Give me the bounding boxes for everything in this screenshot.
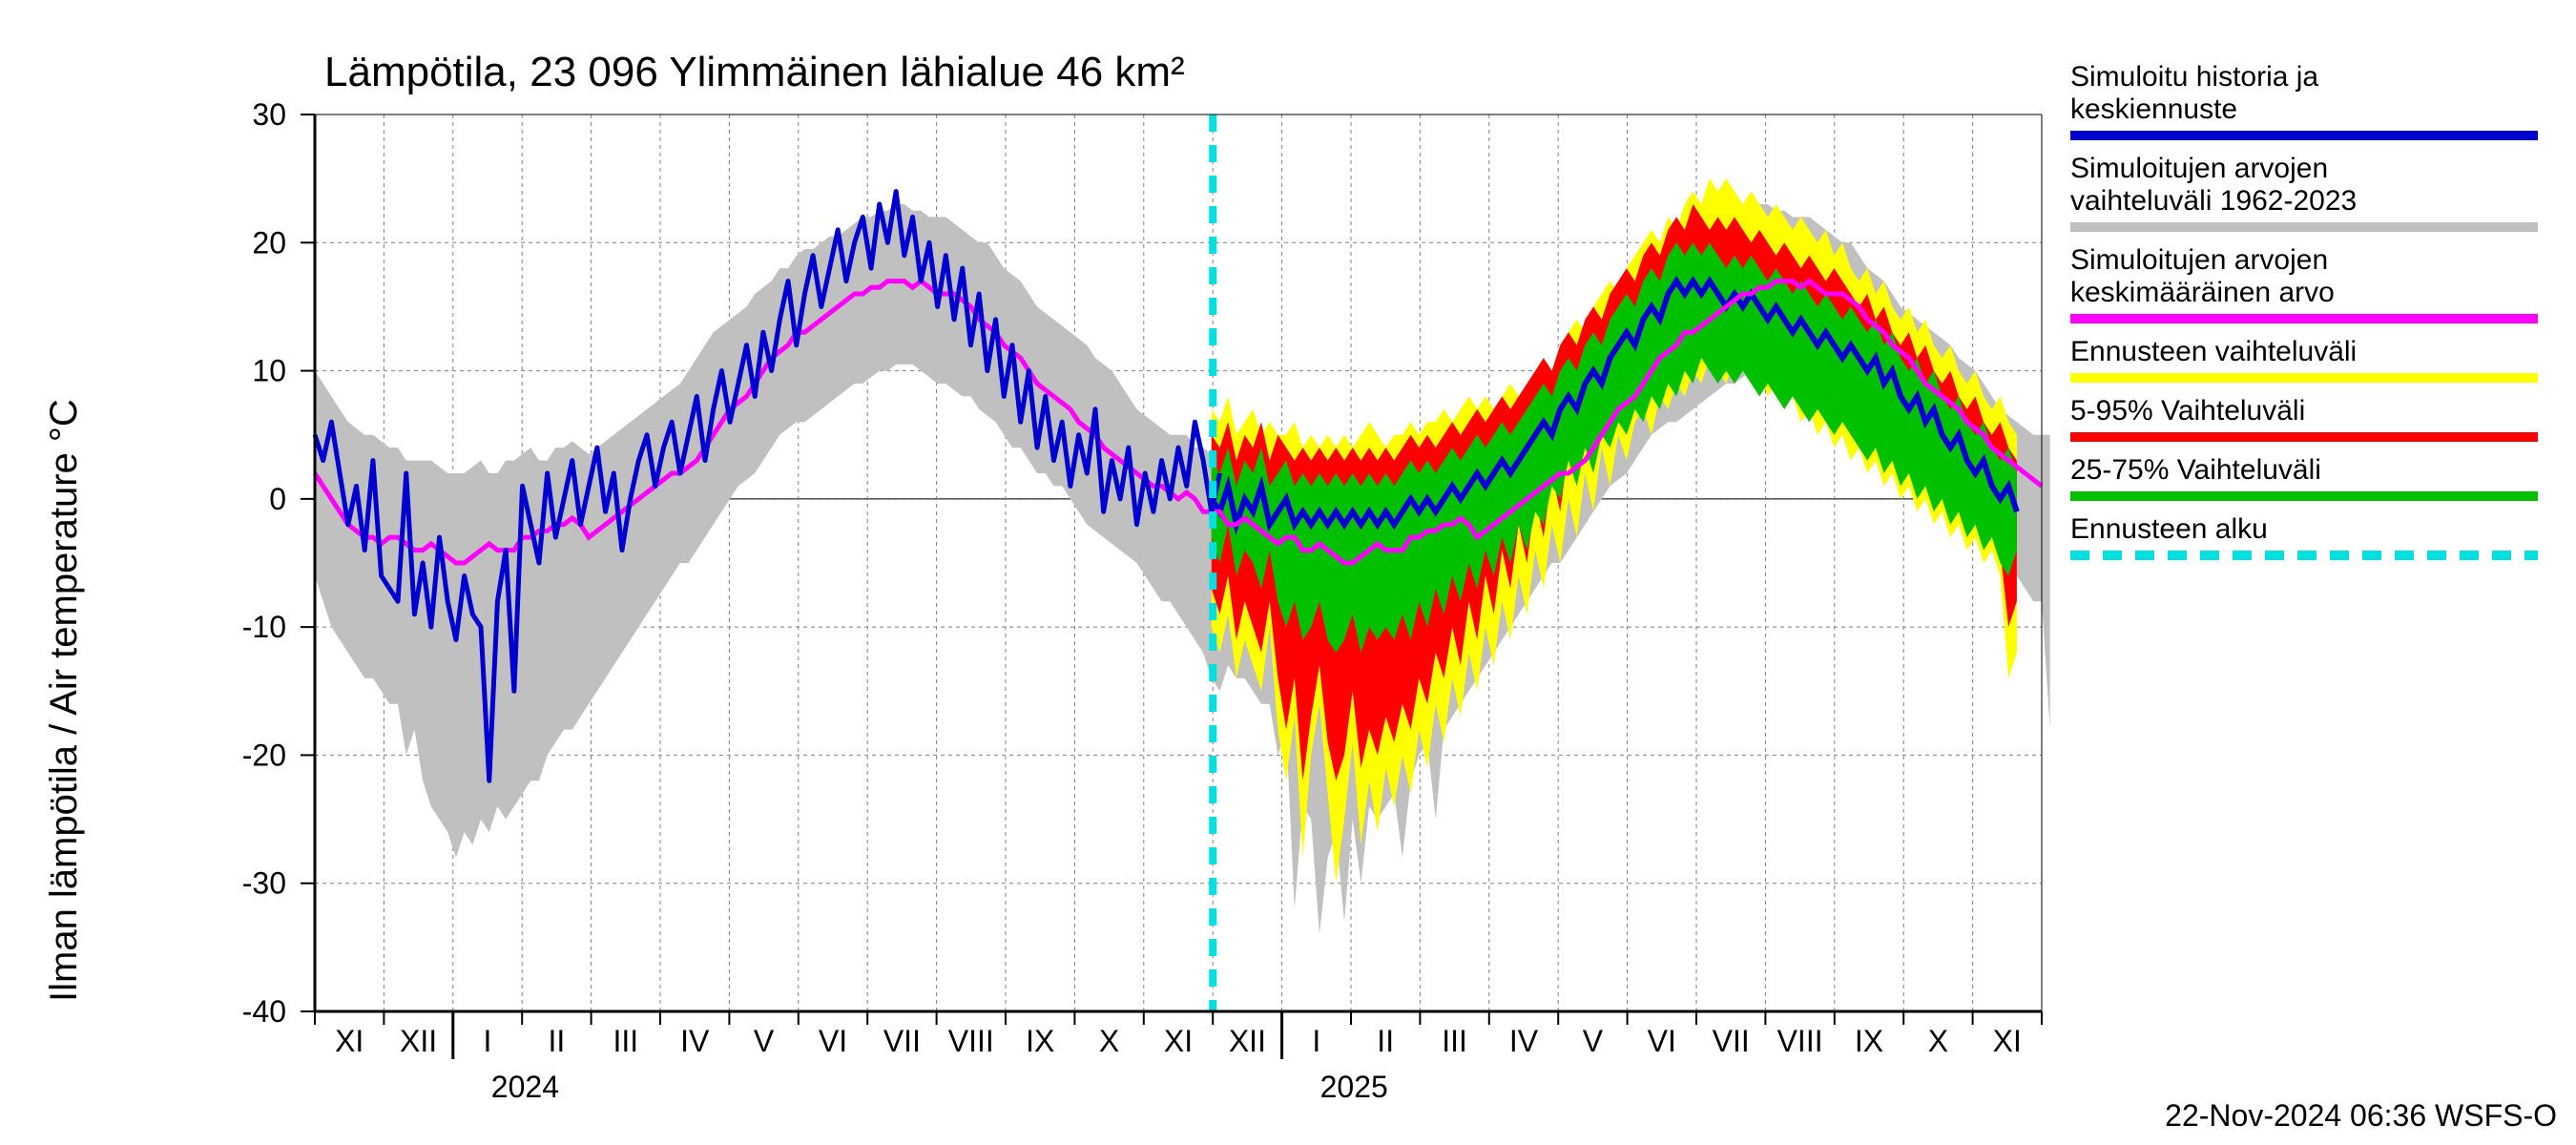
legend-label: Simuloitujen arvojen — [2070, 153, 2328, 184]
xtick-month: V — [754, 1024, 775, 1058]
legend-label: vaihteluväli 1962-2023 — [2070, 185, 2357, 217]
xtick-month: VI — [819, 1024, 847, 1058]
xtick-month: XI — [1164, 1024, 1193, 1058]
xtick-month: II — [549, 1024, 566, 1058]
xtick-month: V — [1583, 1024, 1604, 1058]
xtick-month: I — [1312, 1024, 1320, 1058]
xtick-month: VII — [883, 1024, 921, 1058]
legend-label: 25-75% Vaihteluväli — [2070, 454, 2321, 486]
xtick-month: VII — [1713, 1024, 1750, 1058]
ytick-label: 10 — [252, 354, 286, 388]
legend-label: Ennusteen vaihteluväli — [2070, 336, 2357, 367]
legend-label: Ennusteen alku — [2070, 513, 2268, 545]
ytick-label: -30 — [242, 866, 286, 901]
xtick-month: IX — [1026, 1024, 1054, 1058]
ytick-label: 20 — [252, 225, 286, 260]
ytick-label: -40 — [242, 994, 286, 1029]
xtick-month: IV — [1509, 1024, 1539, 1058]
ytick-label: -20 — [242, 738, 286, 772]
legend-label: keskimääräinen arvo — [2070, 277, 2335, 308]
legend-label: keskiennuste — [2070, 94, 2237, 125]
xtick-month: X — [1099, 1024, 1119, 1058]
legend-label: Simuloitu historia ja — [2070, 61, 2318, 93]
temperature-chart: -40-30-20-100102030XIXIIIIIIIIIVVVIVIIVI… — [0, 0, 2576, 1145]
xtick-month: VI — [1648, 1024, 1676, 1058]
xtick-month: XI — [335, 1024, 364, 1058]
xtick-month: XII — [400, 1024, 437, 1058]
xtick-month: VIII — [948, 1024, 994, 1058]
xtick-month: III — [613, 1024, 638, 1058]
xtick-year: 2024 — [491, 1070, 559, 1104]
chart-title: Lämpötila, 23 096 Ylimmäinen lähialue 46… — [324, 49, 1185, 95]
xtick-month: XII — [1229, 1024, 1266, 1058]
legend-label: 5-95% Vaihteluväli — [2070, 395, 2305, 427]
xtick-month: I — [484, 1024, 492, 1058]
xtick-month: IV — [680, 1024, 710, 1058]
xtick-month: III — [1442, 1024, 1467, 1058]
ytick-label: 30 — [252, 97, 286, 132]
ytick-label: -10 — [242, 610, 286, 644]
xtick-month: IX — [1855, 1024, 1883, 1058]
xtick-month: XI — [1993, 1024, 2022, 1058]
ytick-label: 0 — [269, 482, 286, 516]
xtick-month: II — [1377, 1024, 1394, 1058]
xtick-month: X — [1928, 1024, 1948, 1058]
xtick-year: 2025 — [1320, 1070, 1388, 1104]
chart-footer: 22-Nov-2024 06:36 WSFS-O — [2165, 1098, 2557, 1133]
y-axis-label: Ilman lämpötila / Air temperature °C — [43, 399, 85, 1002]
legend-label: Simuloitujen arvojen — [2070, 244, 2328, 276]
xtick-month: VIII — [1777, 1024, 1823, 1058]
